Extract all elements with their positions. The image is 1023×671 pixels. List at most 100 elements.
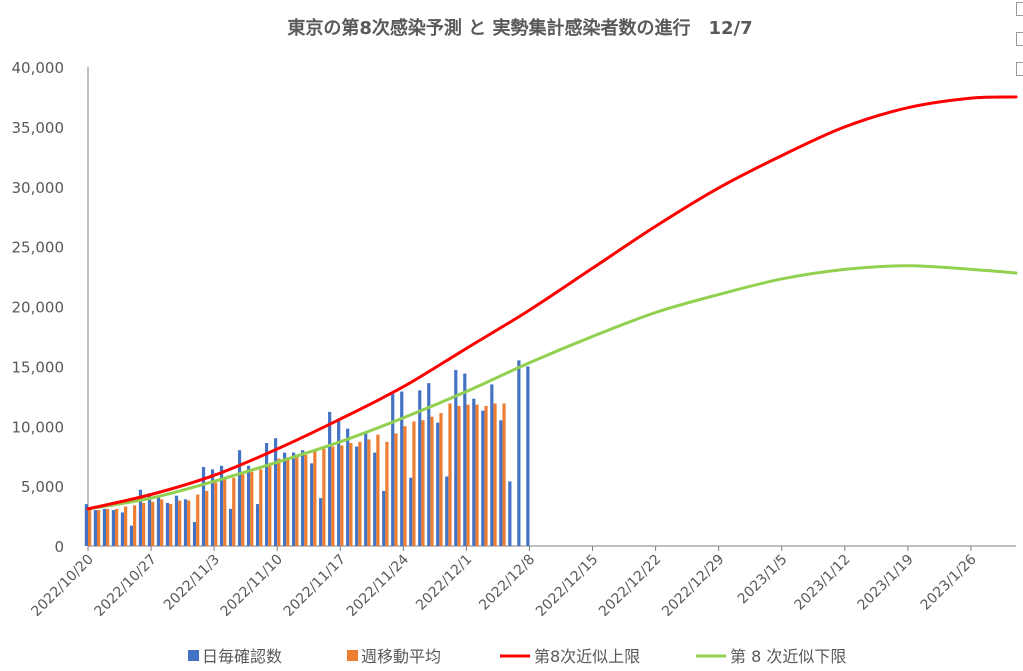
bar-daily: [364, 432, 368, 546]
bar-daily: [84, 504, 88, 546]
legend-lower-bound-label: 第 8 次近似下限: [730, 647, 846, 666]
bar-weekly-average: [394, 433, 398, 546]
bar-daily: [147, 493, 152, 546]
y-tick-label: 30,000: [12, 179, 65, 197]
y-tick-label: 20,000: [12, 299, 65, 317]
bar-daily: [499, 420, 503, 546]
bar-daily: [409, 477, 413, 546]
bar-weekly-average: [142, 502, 146, 546]
bar-weekly-average: [421, 420, 425, 546]
x-tick-label: 2022/12/8: [476, 552, 538, 614]
bar-weekly-average: [475, 404, 479, 546]
x-tick-label: 2022/10/27: [92, 552, 160, 620]
bar-weekly-average: [358, 441, 362, 546]
bar-weekly-average: [97, 510, 101, 546]
bar-daily: [201, 466, 206, 546]
bar-daily: [156, 495, 161, 546]
bar-weekly-average: [484, 405, 488, 546]
bar-weekly-average: [331, 446, 335, 546]
bar-daily: [174, 495, 179, 546]
corner-box-1: [1016, 2, 1023, 16]
bar-daily: [346, 428, 350, 546]
x-tick-label: 2023/1/12: [792, 552, 854, 614]
bar-weekly-average: [502, 403, 506, 546]
bar-weekly-average: [457, 405, 461, 546]
y-tick-label: 25,000: [12, 239, 65, 257]
bar-daily: [246, 465, 251, 546]
x-tick-label: 2023/1/19: [855, 552, 917, 614]
bar-daily: [373, 452, 377, 546]
bar-weekly-average: [124, 506, 128, 546]
bar-daily: [319, 498, 323, 546]
y-tick-label: 35,000: [12, 119, 65, 137]
bar-daily: [301, 450, 305, 546]
x-tick-label: 2022/12/15: [533, 552, 601, 620]
bars-weekly-average: [88, 403, 506, 546]
bar-weekly-average: [439, 413, 443, 546]
bar-weekly-average: [205, 490, 209, 546]
bar-daily: [355, 446, 359, 546]
x-tick-label: 2022/12/22: [596, 552, 664, 620]
bar-weekly-average: [232, 477, 236, 546]
bar-daily: [183, 499, 188, 546]
bar-weekly-average: [295, 454, 299, 546]
bar-daily: [508, 481, 512, 546]
x-tick-label: 2022/11/3: [161, 552, 223, 614]
bar-weekly-average: [403, 426, 407, 546]
legend: 日毎確認数 週移動平均 第8次近似上限 第 8 次近似下限: [188, 647, 846, 666]
legend-upper-bound-label: 第8次近似上限: [534, 647, 640, 666]
bar-daily: [292, 452, 296, 546]
bar-weekly-average: [250, 471, 254, 546]
bar-daily: [283, 452, 287, 546]
x-tick-label: 2022/11/24: [344, 551, 412, 619]
legend-daily-swatch: [188, 650, 199, 661]
bar-weekly-average: [88, 510, 92, 546]
corner-box-3: [1016, 62, 1023, 76]
y-tick-label: 15,000: [12, 358, 65, 376]
bar-weekly-average: [115, 508, 119, 546]
bar-daily: [228, 508, 233, 546]
bar-daily: [427, 383, 431, 546]
bar-weekly-average: [367, 439, 371, 546]
y-tick-label: 10,000: [12, 418, 65, 436]
bar-daily: [111, 510, 116, 546]
bar-weekly-average: [286, 457, 290, 546]
bar-weekly-average: [277, 458, 281, 546]
line-lower-bound: [86, 264, 1018, 511]
legend-daily-label: 日毎確認数: [202, 647, 282, 666]
bar-daily: [400, 391, 404, 546]
y-tick-label: 40,000: [12, 59, 65, 77]
corner-box-2: [1016, 32, 1023, 46]
bar-weekly-average: [385, 441, 389, 546]
bar-weekly-average: [430, 416, 434, 546]
bar-weekly-average: [214, 482, 218, 546]
x-tick-label: 2023/1/5: [735, 552, 791, 608]
bar-daily: [436, 422, 440, 546]
bar-daily: [517, 360, 521, 546]
bar-weekly-average: [223, 478, 227, 546]
bar-weekly-average: [304, 454, 308, 546]
x-tick-label: 2022/10/20: [28, 552, 96, 620]
x-tick-label: 2022/11/10: [218, 552, 286, 620]
bar-daily: [310, 463, 314, 546]
bar-daily: [274, 438, 278, 546]
bars-daily: [84, 360, 530, 546]
bar-daily: [391, 393, 395, 546]
bar-daily: [328, 411, 332, 546]
bar-weekly-average: [313, 451, 317, 546]
bar-daily: [454, 369, 458, 546]
bar-weekly-average: [493, 403, 497, 546]
x-tick-label: 2022/11/17: [281, 552, 349, 620]
bar-daily: [93, 510, 98, 546]
legend-weekly-average-swatch: [347, 650, 358, 661]
bar-weekly-average: [376, 434, 380, 546]
bar-daily: [129, 525, 134, 546]
bar-weekly-average: [412, 421, 416, 546]
bar-daily: [102, 508, 107, 546]
bar-daily: [490, 384, 494, 546]
bar-daily: [120, 512, 125, 546]
bar-daily: [210, 469, 215, 546]
bar-weekly-average: [187, 500, 191, 546]
